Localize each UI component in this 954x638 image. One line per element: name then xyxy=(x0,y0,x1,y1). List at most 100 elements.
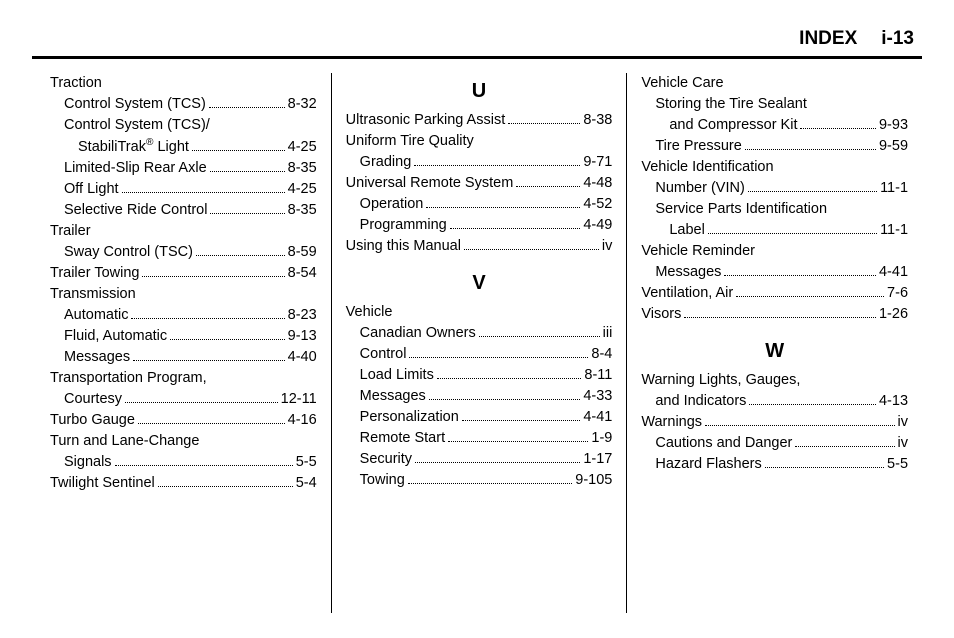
leader-dots xyxy=(800,116,876,129)
index-entry-label: Selective Ride Control xyxy=(64,200,207,221)
index-entry-label: Automatic xyxy=(64,305,128,326)
index-entry: and Indicators 4-13 xyxy=(641,391,908,412)
index-entry-page: 5-4 xyxy=(296,473,317,494)
spacer xyxy=(641,325,908,333)
page-header: INDEX i-13 xyxy=(32,28,922,59)
index-entry: Off Light4-25 xyxy=(50,179,317,200)
leader-dots xyxy=(192,138,285,151)
index-entry: Signals5-5 xyxy=(50,452,317,473)
index-columns: TractionControl System (TCS)8-32Control … xyxy=(32,73,922,613)
index-entry-page: 9-93 xyxy=(879,115,908,136)
index-entry: Selective Ride Control 8-35 xyxy=(50,200,317,221)
index-entry-label: Control System (TCS) xyxy=(64,94,206,115)
leader-dots xyxy=(516,174,580,187)
leader-dots xyxy=(131,306,284,319)
index-entry: Control System (TCS)/ xyxy=(50,115,317,136)
index-entry-page: 1-17 xyxy=(583,449,612,470)
index-entry-page: 4-16 xyxy=(288,410,317,431)
index-entry-label: Remote Start xyxy=(360,428,445,449)
index-entry-page: 4-25 xyxy=(288,137,317,158)
leader-dots xyxy=(464,237,599,250)
index-entry: Warningsiv xyxy=(641,412,908,433)
leader-dots xyxy=(777,158,905,171)
index-entry-page: 8-23 xyxy=(288,305,317,326)
index-entry: Trailer Towing8-54 xyxy=(50,263,317,284)
index-entry: Tire Pressure9-59 xyxy=(641,136,908,157)
index-entry-page: 4-13 xyxy=(879,391,908,412)
leader-dots xyxy=(508,111,580,124)
leader-dots xyxy=(705,413,894,426)
leader-dots xyxy=(448,429,588,442)
index-entry-page: 5-5 xyxy=(296,452,317,473)
index-entry: Load Limits8-11 xyxy=(346,365,613,386)
index-entry: Trailer xyxy=(50,221,317,242)
leader-dots xyxy=(210,201,284,214)
index-entry-label: Warnings xyxy=(641,412,702,433)
leader-dots xyxy=(158,474,293,487)
leader-dots xyxy=(415,450,580,463)
index-entry-label: Uniform Tire Quality xyxy=(346,131,474,152)
leader-dots xyxy=(803,371,905,384)
index-entry: Traction xyxy=(50,73,317,94)
index-entry-page: 8-35 xyxy=(288,200,317,221)
index-entry-label: Turn and Lane-Change xyxy=(50,431,199,452)
index-entry-label: and Compressor Kit xyxy=(669,115,797,136)
index-entry: Vehicle xyxy=(346,302,613,323)
index-entry: Messages4-33 xyxy=(346,386,613,407)
index-entry-label: Security xyxy=(360,449,412,470)
index-entry-label: Traction xyxy=(50,73,102,94)
index-entry-label: Messages xyxy=(655,262,721,283)
leader-dots xyxy=(213,116,314,129)
leader-dots xyxy=(830,200,905,213)
index-entry-label: Personalization xyxy=(360,407,459,428)
index-entry-page: 4-40 xyxy=(288,347,317,368)
leader-dots xyxy=(450,216,581,229)
index-entry: Personalization 4-41 xyxy=(346,407,613,428)
index-entry-page: 1-9 xyxy=(591,428,612,449)
index-entry-label: Hazard Flashers xyxy=(655,454,761,475)
index-entry-label: Transmission xyxy=(50,284,136,305)
index-entry-label: Messages xyxy=(64,347,130,368)
index-entry: Fluid, Automatic9-13 xyxy=(50,326,317,347)
index-entry: Label11-1 xyxy=(641,220,908,241)
index-entry-page: 4-41 xyxy=(583,407,612,428)
index-entry: Ultrasonic Parking Assist8-38 xyxy=(346,110,613,131)
leader-dots xyxy=(210,159,285,172)
index-entry-page: 9-105 xyxy=(575,470,612,491)
index-entry-label: Off Light xyxy=(64,179,119,200)
index-entry: Towing9-105 xyxy=(346,470,613,491)
leader-dots xyxy=(810,95,905,108)
index-entry-label: Using this Manual xyxy=(346,236,461,257)
leader-dots xyxy=(105,74,314,87)
leader-dots xyxy=(462,408,580,421)
index-entry-label: Warning Lights, Gauges, xyxy=(641,370,800,391)
index-entry: Operation4-52 xyxy=(346,194,613,215)
index-column: Vehicle CareStoring the Tire Sealantand … xyxy=(626,73,922,613)
page-number: i-13 xyxy=(881,28,914,50)
leader-dots xyxy=(202,432,313,445)
index-entry: Visors1-26 xyxy=(641,304,908,325)
leader-dots xyxy=(795,434,894,447)
index-entry-label: Ventilation, Air xyxy=(641,283,733,304)
index-column: TractionControl System (TCS)8-32Control … xyxy=(32,73,331,613)
leader-dots xyxy=(727,74,905,87)
index-entry-page: 12-11 xyxy=(281,389,317,410)
index-entry: Universal Remote System4-48 xyxy=(346,173,613,194)
index-entry-page: 4-49 xyxy=(583,215,612,236)
index-column: UUltrasonic Parking Assist8-38Uniform Ti… xyxy=(331,73,627,613)
leader-dots xyxy=(477,132,610,145)
index-entry: Uniform Tire Quality xyxy=(346,131,613,152)
index-entry: Using this Manualiv xyxy=(346,236,613,257)
leader-dots xyxy=(437,366,582,379)
index-entry-label: Visors xyxy=(641,304,681,325)
index-entry-label: Storing the Tire Sealant xyxy=(655,94,807,115)
leader-dots xyxy=(748,179,877,192)
index-entry-label: Operation xyxy=(360,194,424,215)
index-entry-label: and Indicators xyxy=(655,391,746,412)
index-entry-label: Programming xyxy=(360,215,447,236)
leader-dots xyxy=(758,242,905,255)
index-entry-page: 9-71 xyxy=(583,152,612,173)
index-entry-label: Twilight Sentinel xyxy=(50,473,155,494)
index-entry-label: Vehicle Identification xyxy=(641,157,773,178)
leader-dots xyxy=(724,263,876,276)
